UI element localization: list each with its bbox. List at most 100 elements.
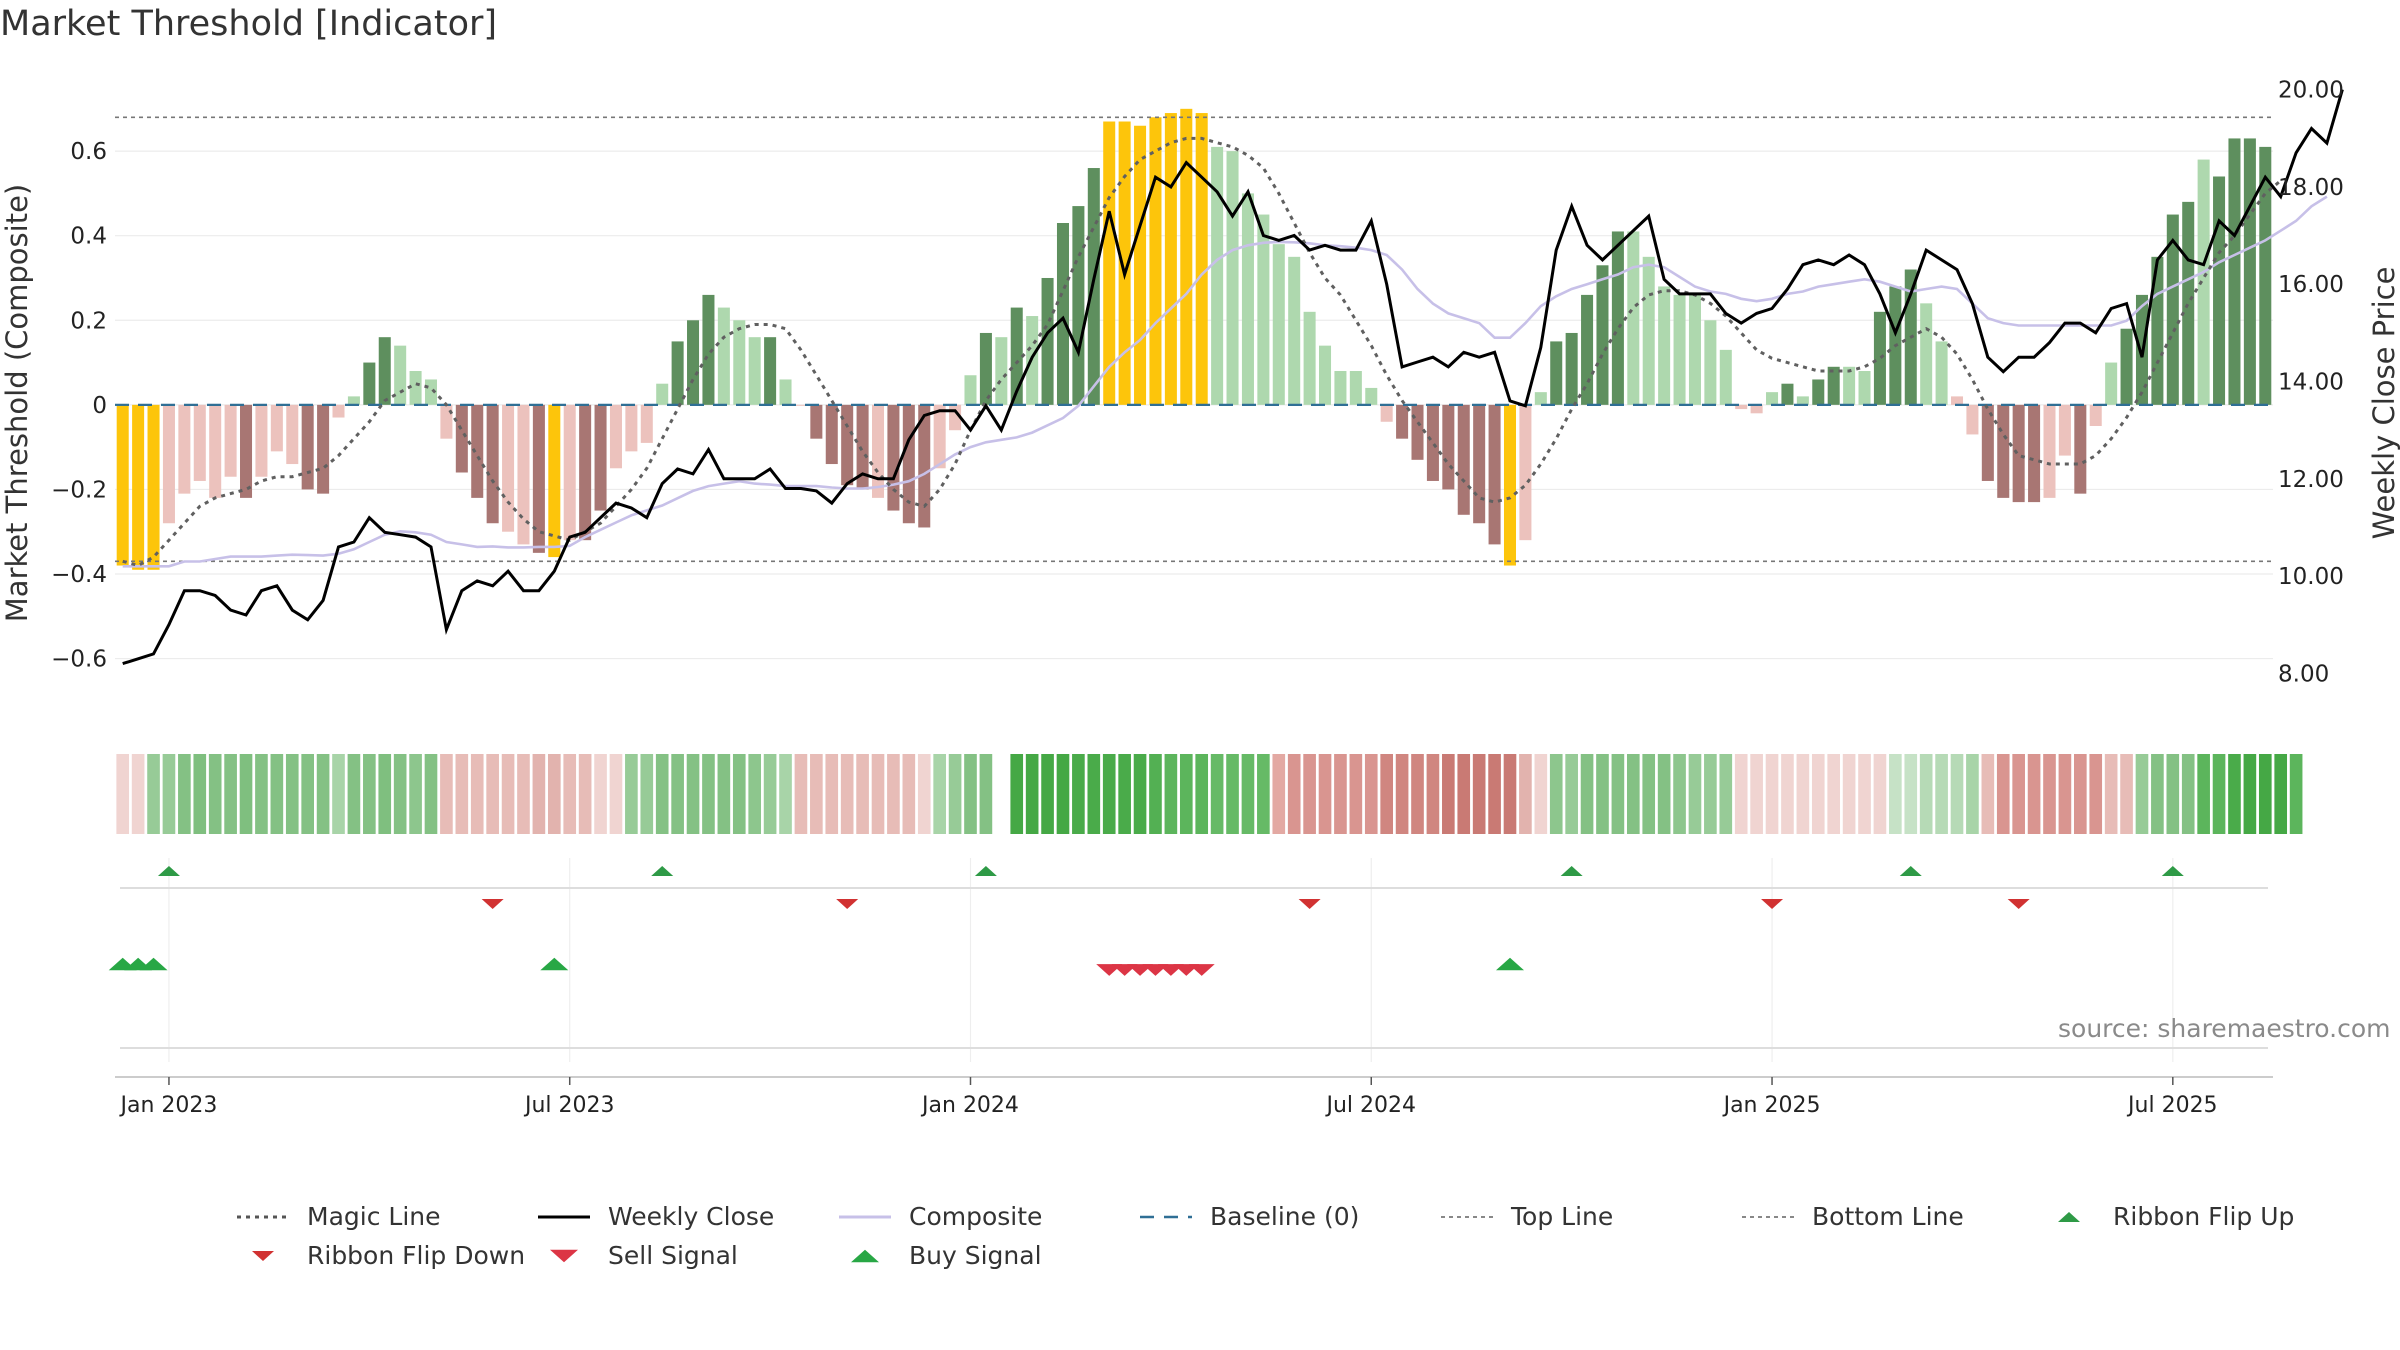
composite-bar: [1195, 113, 1208, 405]
composite-bar: [2197, 159, 2210, 405]
x-tick-label: Jul 2023: [523, 1093, 615, 1118]
composite-bar: [1118, 121, 1131, 405]
composite-bar: [964, 375, 977, 405]
composite-bar: [1473, 404, 1486, 524]
ribbon-cell: [1519, 754, 1532, 834]
composite-bar: [1041, 277, 1054, 405]
composite-bar: [1257, 214, 1270, 405]
composite-bar: [2259, 146, 2272, 405]
composite-bar: [1781, 383, 1794, 405]
right-tick-label: 8.00: [2278, 661, 2329, 687]
composite-bar: [841, 404, 854, 486]
ribbon-flip-up-marker: [974, 866, 997, 876]
ribbon-cell: [1549, 754, 1563, 834]
composite-bar: [995, 337, 1008, 405]
right-tick-label: 18.00: [2278, 175, 2344, 201]
ribbon-cell: [1858, 754, 1871, 834]
ribbon-cell: [1025, 754, 1039, 834]
composite-bar: [594, 404, 607, 511]
ribbon-cell: [363, 754, 376, 834]
composite-bar: [579, 404, 592, 541]
ribbon-cell: [995, 754, 1008, 834]
composite-bar: [270, 404, 283, 452]
composite-bar: [1935, 341, 1948, 405]
buy-signal-marker: [1495, 957, 1524, 971]
legend-label: Magic Line: [307, 1202, 441, 1231]
ribbon-cell: [1889, 754, 1902, 834]
composite-bar: [455, 404, 468, 473]
ribbon-cell: [1657, 754, 1671, 834]
ribbon-cell: [2197, 754, 2210, 834]
ribbon-cell: [2228, 754, 2241, 834]
composite-bar: [286, 404, 299, 465]
ribbon-cell: [594, 754, 607, 834]
composite-bar: [2213, 176, 2226, 405]
ribbon-cell: [2012, 754, 2025, 834]
legend-item: Weekly Close: [538, 1202, 774, 1231]
ribbon-cell: [2181, 754, 2195, 834]
composite-bar: [687, 320, 700, 405]
composite-bar: [1950, 396, 1964, 405]
ribbon-cell: [1010, 754, 1024, 834]
ribbon-cell: [1503, 754, 1517, 834]
legend: Magic Line Weekly Close Composite Baseline …: [237, 1202, 2294, 1270]
composite-bar: [1288, 256, 1301, 405]
composite-bar: [1503, 404, 1517, 566]
composite-bar: [548, 404, 561, 558]
ribbon-flip-up-marker: [157, 866, 180, 876]
ribbon-cell: [1688, 754, 1702, 834]
legend-label: Sell Signal: [608, 1241, 738, 1270]
composite-bar: [1966, 404, 1979, 435]
composite-bar: [347, 396, 360, 405]
composite-bar: [625, 404, 638, 452]
composite-bar: [825, 404, 838, 465]
ribbon-cell: [162, 754, 176, 834]
ribbon-cell: [1611, 754, 1625, 834]
composite-bar: [656, 383, 669, 405]
composite-bar: [409, 371, 422, 405]
composite-line: [122, 195, 2328, 568]
magic-line: [122, 136, 2282, 568]
ribbon-cell: [655, 754, 669, 834]
ribbon-cell: [810, 754, 823, 834]
ribbon-cell: [779, 754, 792, 834]
ribbon-cell: [717, 754, 731, 834]
composite-bar: [856, 404, 869, 490]
composite-bar: [1611, 231, 1624, 405]
composite-bar: [363, 362, 376, 405]
ribbon-cell: [625, 754, 638, 834]
x-tick-label: Jul 2025: [2126, 1093, 2218, 1118]
composite-bar: [717, 307, 730, 405]
composite-bar: [1272, 244, 1285, 405]
chart-title: Market Threshold [Indicator]: [0, 4, 498, 44]
composite-bar: [1426, 404, 1439, 481]
composite-bar: [702, 294, 715, 405]
composite-bar: [1457, 404, 1470, 515]
ribbon-cell: [1580, 754, 1594, 834]
composite-bar: [1241, 193, 1254, 405]
right-tick-label: 10.00: [2278, 564, 2344, 590]
ribbon-cell: [517, 754, 530, 834]
composite-bar: [517, 404, 530, 545]
composite-bar: [440, 404, 453, 439]
legend-label: Baseline (0): [1210, 1202, 1359, 1231]
ribbon-cell: [1534, 754, 1548, 834]
ribbon-cell: [979, 754, 993, 834]
ribbon-cell: [501, 754, 515, 834]
ribbon-cell: [2135, 754, 2149, 834]
ribbon-cell: [563, 754, 577, 834]
ribbon-cell: [840, 754, 854, 834]
composite-bar: [1211, 146, 1224, 405]
composite-bar: [733, 320, 746, 405]
ribbon-cell: [424, 754, 438, 834]
composite-bar: [1319, 345, 1332, 405]
ribbon-cell: [917, 754, 931, 834]
x-tick-label: Jan 2025: [1722, 1093, 1821, 1118]
composite-bar: [332, 404, 345, 418]
ribbon-cell: [393, 754, 407, 834]
composite-bar: [1411, 404, 1424, 460]
ribbon-cell: [763, 754, 777, 834]
ribbon-cell: [578, 754, 592, 834]
composite-bar: [162, 404, 175, 524]
ribbon-cell: [902, 754, 916, 834]
